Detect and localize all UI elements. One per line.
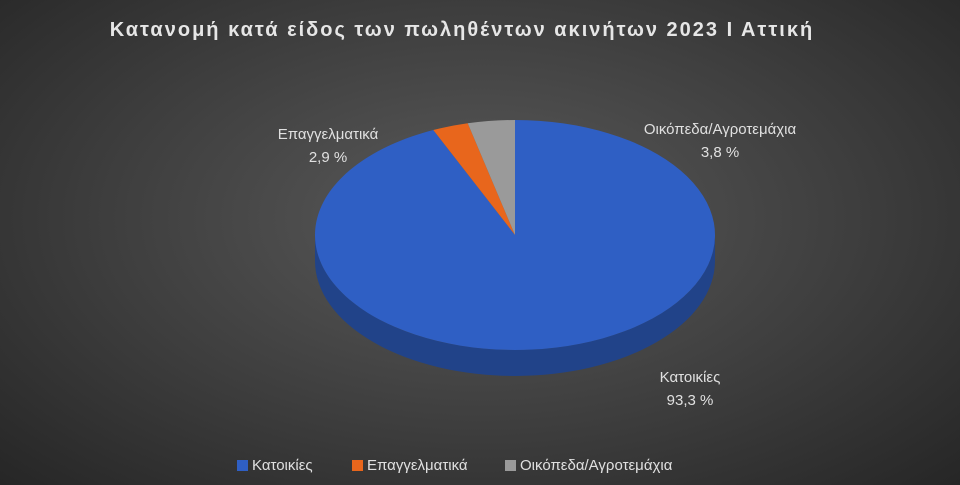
data-label-name: Κατοικίες [660, 369, 721, 386]
legend-swatch [237, 460, 248, 471]
pie-side [315, 235, 715, 376]
data-label-name: Επαγγελματικά [278, 126, 379, 143]
legend-swatch [505, 460, 516, 471]
pie-slice [467, 120, 515, 235]
data-label-name: Οικόπεδα/Αγροτεμάχια [644, 121, 797, 138]
legend-label: Οικόπεδα/Αγροτεμάχια [520, 457, 673, 474]
chart-title: Κατανομή κατά είδος των πωληθέντων ακινή… [109, 19, 815, 41]
data-label-value: 2,9 % [309, 149, 347, 166]
legend-label: Επαγγελματικά [367, 457, 468, 474]
legend-swatch [352, 460, 363, 471]
data-label-value: 3,8 % [701, 144, 739, 161]
legend-label: Κατοικίες [252, 457, 313, 474]
data-label-value: 93,3 % [667, 392, 714, 409]
pie-slice [433, 123, 515, 235]
